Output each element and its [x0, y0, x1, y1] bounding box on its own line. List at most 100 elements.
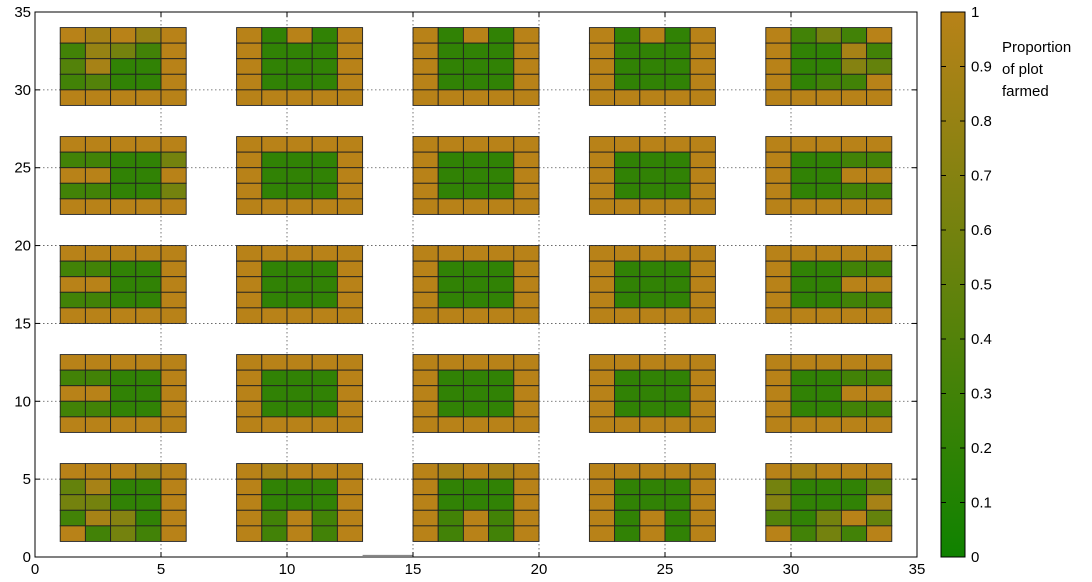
heatmap-cell [639, 42, 666, 60]
heatmap-cell [437, 494, 464, 511]
heatmap-cell [59, 463, 86, 480]
heatmap-cell [160, 291, 187, 309]
colorbar-tick-label: 0.1 [971, 495, 992, 512]
heatmap-cell [588, 463, 616, 480]
heatmap-cell [614, 260, 641, 278]
heatmap-cell [513, 42, 540, 60]
heatmap-cell [614, 291, 641, 309]
heatmap-cell [689, 307, 716, 324]
heatmap-cell [815, 27, 842, 44]
heatmap-cell [488, 525, 515, 542]
heatmap-cell [135, 291, 162, 309]
heatmap-cell [84, 400, 112, 418]
heatmap-cell [84, 369, 112, 387]
colorbar-tick-label: 0.2 [971, 440, 992, 457]
heatmap-cell [815, 260, 842, 278]
heatmap-cell [59, 245, 86, 262]
heatmap-cell [513, 182, 540, 200]
heatmap-cell [790, 42, 817, 60]
heatmap-cell [59, 385, 86, 402]
heatmap-cell [462, 354, 490, 371]
heatmap-cell [866, 385, 893, 402]
heatmap-cell [110, 291, 137, 309]
heatmap-cell [236, 182, 263, 200]
heatmap-cell [765, 307, 792, 324]
heatmap-cell [84, 245, 112, 262]
heatmap-cell [689, 198, 716, 215]
heatmap-cell [160, 525, 187, 542]
heatmap-cell [664, 291, 691, 309]
heatmap-cell [488, 89, 515, 106]
heatmap-cell [790, 276, 817, 293]
heatmap-cell [261, 245, 288, 262]
heatmap-cell [261, 416, 288, 433]
heatmap-cell [412, 58, 439, 75]
heatmap-cell [840, 27, 868, 44]
heatmap-cell [462, 198, 490, 215]
heatmap-cell [462, 400, 490, 418]
heatmap-cell [84, 89, 112, 106]
plot-block [236, 354, 364, 433]
heatmap-cell [336, 198, 364, 215]
heatmap-cell [462, 463, 490, 480]
heatmap-cell [513, 478, 540, 496]
heatmap-cell [286, 167, 313, 184]
heatmap-cell [488, 198, 515, 215]
plot-block [59, 463, 187, 542]
heatmap-cell [513, 198, 540, 215]
heatmap-cell [437, 463, 464, 480]
heatmap-cell [59, 509, 86, 527]
heatmap-cell [488, 291, 515, 309]
heatmap-cell [110, 400, 137, 418]
heatmap-cell [336, 369, 364, 387]
heatmap-cell [664, 463, 691, 480]
colorbar-title-line-1: Proportion [1002, 39, 1072, 56]
heatmap-cell [135, 167, 162, 184]
heatmap-cell [311, 198, 338, 215]
heatmap-cell [840, 167, 868, 184]
heatmap-cell [765, 385, 792, 402]
heatmap-cell [286, 198, 313, 215]
heatmap-cell [84, 182, 112, 200]
heatmap-cell [110, 245, 137, 262]
heatmap-cell [639, 525, 666, 542]
heatmap-cell [815, 245, 842, 262]
colorbar-ticks [941, 11, 965, 558]
heatmap-cell [588, 494, 616, 511]
heatmap-cell [866, 73, 893, 91]
plot-block [59, 136, 187, 215]
heatmap-cell [614, 151, 641, 169]
heatmap-cell [336, 167, 364, 184]
heatmap-cell [311, 42, 338, 60]
heatmap-cell [311, 167, 338, 184]
heatmap-cell [286, 260, 313, 278]
heatmap-cell [110, 509, 137, 527]
heatmap-cell [135, 73, 162, 91]
heatmap-cell [614, 416, 641, 433]
heatmap-cell [110, 416, 137, 433]
heatmap-cell [815, 400, 842, 418]
heatmap-cell [639, 136, 666, 153]
heatmap-cell [840, 260, 868, 278]
plot-block [412, 463, 540, 542]
heatmap-cell [437, 136, 464, 153]
heatmap-cell [236, 198, 263, 215]
heatmap-cell [236, 494, 263, 511]
heatmap-cell [110, 198, 137, 215]
heatmap-cell [437, 276, 464, 293]
heatmap-cell [135, 27, 162, 44]
heatmap-cell [639, 182, 666, 200]
heatmap-cell [765, 42, 792, 60]
heatmap-cell [588, 385, 616, 402]
heatmap-cell [462, 58, 490, 75]
heatmap-cell [664, 89, 691, 106]
heatmap-cell [160, 354, 187, 371]
heatmap-cell [840, 58, 868, 75]
heatmap-cell [664, 58, 691, 75]
heatmap-cell [160, 307, 187, 324]
heatmap-cell [412, 276, 439, 293]
heatmap-cell [614, 307, 641, 324]
heatmap-cell [840, 291, 868, 309]
heatmap-cell [110, 385, 137, 402]
heatmap-cell [311, 58, 338, 75]
